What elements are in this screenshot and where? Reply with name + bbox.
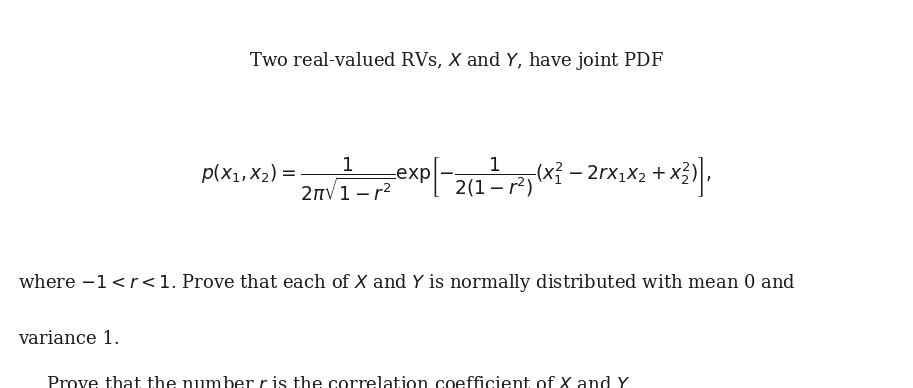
Text: where $-1 < r < 1$. Prove that each of $X$ and $Y$ is normally distributed with : where $-1 < r < 1$. Prove that each of $… bbox=[18, 272, 796, 294]
Text: $p(x_1, x_2) = \dfrac{1}{2\pi\sqrt{1-r^2}} \exp\!\left[-\dfrac{1}{2(1-r^2)}(x_1^: $p(x_1, x_2) = \dfrac{1}{2\pi\sqrt{1-r^2… bbox=[201, 155, 712, 203]
Text: variance 1.: variance 1. bbox=[18, 330, 120, 348]
Text: Two real-valued RVs, $X$ and $Y$, have joint PDF: Two real-valued RVs, $X$ and $Y$, have j… bbox=[249, 50, 664, 73]
Text: Prove that the number $r$ is the correlation coefficient of $X$ and $Y$.: Prove that the number $r$ is the correla… bbox=[46, 376, 634, 388]
